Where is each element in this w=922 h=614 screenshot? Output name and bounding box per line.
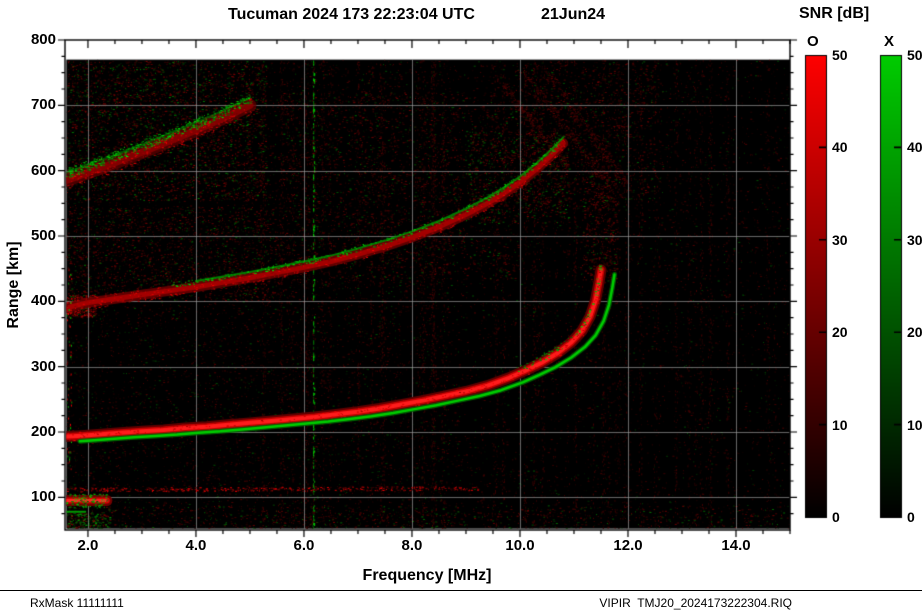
y-axis-tick-label: 400 — [30, 292, 56, 310]
page-title: Tucuman 2024 173 22:23:04 UTC — [228, 6, 475, 23]
o-colorbar-tick-label: 50 — [832, 47, 848, 63]
o-colorbar-tick-label: 0 — [832, 509, 840, 525]
x-axis-tick-label: 6.0 — [293, 537, 315, 554]
x-axis-title: Frequency [MHz] — [362, 567, 492, 584]
y-axis-tick-label: 700 — [30, 96, 56, 114]
y-axis-tick-label: 300 — [30, 357, 56, 375]
footer-divider — [0, 590, 922, 591]
y-axis-tick-label: 500 — [30, 227, 56, 244]
footer-rxmask: RxMask 11111111 — [30, 596, 124, 610]
x-colorbar-tick-label: 30 — [907, 231, 922, 248]
x-colorbar-tick-label: 40 — [907, 139, 922, 156]
x-axis-tick-label: 2.0 — [77, 537, 99, 554]
y-axis-tick-label: 600 — [30, 161, 56, 179]
date-label: 21Jun24 — [541, 6, 606, 23]
x-colorbar-tick-label: 0 — [907, 509, 915, 525]
x-axis-tick-label: 12.0 — [613, 537, 643, 554]
x-colorbar-tick-label: 10 — [907, 416, 922, 433]
x-axis-tick-label: 4.0 — [185, 537, 207, 554]
x-colorbar-tick-label: 50 — [907, 47, 922, 63]
y-axis-title: Range [km] — [5, 241, 22, 329]
o-colorbar-tick-label: 30 — [832, 231, 848, 248]
o-colorbar-tick-label: 20 — [832, 324, 848, 341]
x-colorbar-tick-label: 20 — [907, 324, 922, 341]
x-axis-tick-label: 8.0 — [401, 537, 423, 554]
o-colorbar-tick-label: 40 — [832, 139, 848, 156]
colorbar-x-label: X — [884, 33, 895, 50]
x-axis-tick-label: 10.0 — [505, 537, 535, 554]
colorbar-o-label: O — [807, 33, 819, 50]
footer-filename: VIPIR TMJ20_2024173222304.RIQ — [599, 596, 792, 610]
y-axis-tick-label: 100 — [30, 488, 56, 506]
colorbar-title: SNR [dB] — [799, 5, 870, 22]
y-axis-tick-label: 800 — [30, 31, 56, 48]
y-axis-tick-label: 200 — [30, 423, 56, 440]
x-axis-tick-label: 14.0 — [721, 537, 751, 554]
o-colorbar-tick-label: 10 — [832, 416, 848, 433]
